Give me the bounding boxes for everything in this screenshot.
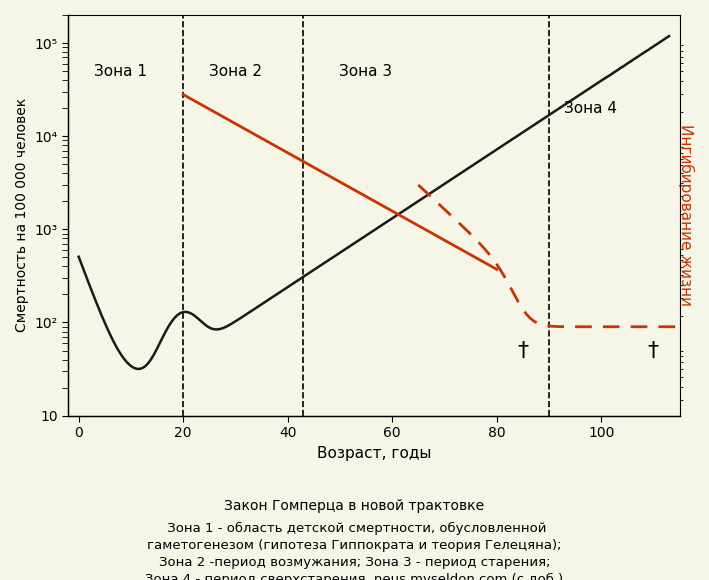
X-axis label: Возраст, годы: Возраст, годы [317, 445, 431, 461]
Y-axis label: Ингибирование жизни: Ингибирование жизни [678, 124, 694, 306]
Text: Зона 1 - область детской смертности, обусловленной
гаметогенезом (гипотеза Гиппо: Зона 1 - область детской смертности, обу… [145, 522, 564, 580]
Text: †: † [648, 340, 659, 361]
Text: †: † [518, 340, 528, 361]
Text: Зона 2: Зона 2 [209, 64, 262, 78]
Text: Зона 1: Зона 1 [94, 64, 147, 78]
Text: Зона 3: Зона 3 [340, 64, 393, 78]
Text: Закон Гомперца в новой трактовке: Закон Гомперца в новой трактовке [225, 499, 484, 513]
Y-axis label: Смертность на 100 000 человек: Смертность на 100 000 человек [15, 98, 29, 332]
Text: Зона 4: Зона 4 [564, 101, 618, 115]
